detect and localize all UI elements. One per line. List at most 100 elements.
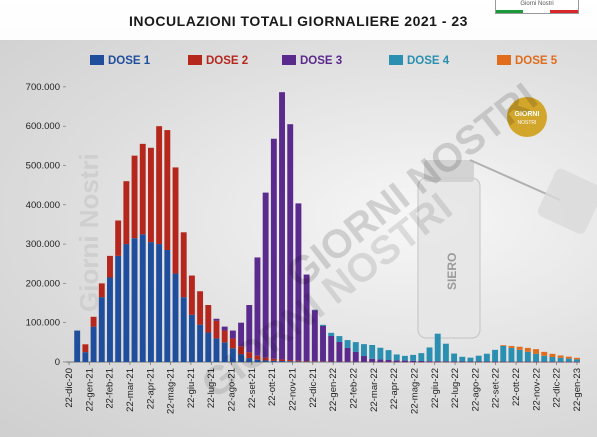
- bar-segment-dose-3: [229, 330, 236, 339]
- bar-segment-dose-2: [197, 291, 204, 325]
- bar-segment-dose-2: [188, 275, 195, 315]
- y-tick-label: 400.000: [26, 200, 60, 211]
- legend-swatch: [282, 55, 296, 65]
- bar-segment-dose-3: [434, 361, 441, 362]
- bar-segment-dose-1: [295, 361, 302, 362]
- bar-segment-dose-4: [385, 350, 392, 360]
- bar-segment-dose-1: [74, 330, 81, 362]
- bar-segment-dose-4: [336, 336, 343, 342]
- bar-segment-dose-1: [164, 249, 171, 362]
- bar-segment-dose-3: [418, 360, 425, 362]
- bar-segment-dose-4: [344, 340, 351, 348]
- bar-segment-dose-2: [164, 130, 171, 250]
- y-tick-label: 0: [55, 357, 60, 368]
- bar-segment-dose-1: [197, 324, 204, 362]
- bar-segment-dose-4: [549, 356, 556, 362]
- x-tick-label: 22-ago-22: [470, 368, 481, 411]
- legend-swatch: [90, 55, 104, 65]
- bar-segment-dose-4: [377, 347, 384, 360]
- x-tick-label: 22-mar-21: [125, 368, 136, 412]
- bar-segment-dose-4: [475, 355, 482, 362]
- bar-segment-dose-4: [426, 347, 433, 362]
- bar-segment-dose-1: [254, 359, 261, 362]
- bar-segment-dose-2: [131, 155, 138, 239]
- x-tick-label: 22-ott-21: [267, 368, 278, 406]
- bar-segment-dose-4: [369, 344, 376, 359]
- bar-segment-dose-1: [213, 338, 220, 362]
- y-tick-label: 700.000: [26, 82, 60, 93]
- bar-segment-dose-5: [541, 351, 548, 356]
- x-tick-label: 22-giu-22: [430, 368, 441, 408]
- x-tick-label: 22-gen-23: [572, 368, 583, 411]
- bar-segment-dose-3: [246, 305, 253, 353]
- legend-swatch: [497, 55, 511, 65]
- bar-segment-dose-1: [238, 354, 245, 362]
- logo-badge: [507, 97, 547, 137]
- bar-segment-dose-1: [107, 277, 113, 362]
- bar-segment-dose-1: [90, 326, 97, 363]
- x-tick-label: 22-apr-21: [145, 368, 156, 409]
- bar-segment-dose-3: [287, 124, 294, 361]
- bar-segment-dose-2: [205, 305, 212, 333]
- bar-segment-dose-1: [262, 360, 269, 362]
- bar-segment-dose-3: [377, 359, 384, 362]
- bar-segment-dose-5: [500, 345, 507, 346]
- syringe-needle: [469, 159, 561, 201]
- x-tick-label: 22-set-21: [247, 368, 258, 408]
- x-tick-label: 22-mag-21: [166, 368, 177, 414]
- x-tick-label: 22-ott-22: [511, 368, 522, 406]
- bar-segment-dose-3: [361, 355, 367, 362]
- bar-segment-dose-3: [393, 360, 400, 362]
- bar-segment-dose-2: [246, 352, 253, 359]
- bar-segment-dose-1: [279, 361, 285, 362]
- legend-label: DOSE 1: [108, 55, 151, 67]
- bar-segment-dose-1: [98, 297, 105, 362]
- bar-segment-dose-3: [238, 322, 245, 347]
- x-tick-label: 22-giu-21: [186, 368, 197, 408]
- x-tick-label: 22-feb-22: [349, 368, 360, 409]
- bar-segment-dose-4: [524, 351, 531, 362]
- x-tick-label: 22-feb-21: [105, 368, 116, 409]
- legend-swatch: [389, 55, 403, 65]
- bar-segment-dose-2: [90, 316, 97, 327]
- x-tick-label: 22-lug-21: [206, 368, 217, 408]
- x-tick-label: 22-gen-21: [84, 368, 95, 411]
- bar-segment-dose-4: [361, 344, 367, 356]
- bar-segment-dose-3: [328, 335, 335, 362]
- bar-segment-dose-3: [451, 361, 458, 362]
- x-tick-label: 22-mag-22: [409, 368, 420, 414]
- italian-flag-stripe: [496, 10, 578, 13]
- bar-segment-dose-2: [139, 143, 146, 235]
- bar-segment-dose-5: [557, 355, 564, 358]
- bar-segment-dose-1: [156, 244, 163, 362]
- bar-segment-dose-4: [442, 343, 449, 362]
- bar-segment-dose-2: [172, 167, 179, 274]
- bar-segment-dose-5: [516, 346, 523, 350]
- bar-segment-dose-2: [229, 338, 236, 349]
- bar-segment-dose-4: [328, 332, 335, 336]
- legend-label: DOSE 5: [515, 55, 558, 67]
- bar-segment-dose-4: [492, 349, 499, 362]
- bar-segment-dose-3: [336, 341, 343, 362]
- bar-segment-dose-4: [393, 354, 400, 361]
- bar-segment-dose-4: [451, 353, 458, 362]
- bar-segment-dose-3: [221, 326, 228, 331]
- bar-segment-dose-4: [516, 349, 523, 362]
- bar-segment-dose-4: [418, 353, 425, 361]
- bar-segment-dose-3: [295, 203, 302, 361]
- bar-segment-dose-3: [262, 192, 269, 358]
- bar-segment-dose-3: [254, 257, 261, 356]
- x-tick-label: 22-apr-22: [389, 368, 400, 409]
- bar-segment-dose-1: [221, 342, 228, 362]
- bar-segment-dose-3: [442, 361, 449, 362]
- y-tick-label: 300.000: [26, 239, 60, 250]
- x-tick-label: 22-dic-22: [552, 368, 563, 408]
- bar-segment-dose-5: [549, 353, 556, 357]
- y-tick-label: 600.000: [26, 121, 60, 132]
- bar-segment-dose-1: [180, 297, 187, 362]
- bar-segment-dose-2: [115, 220, 122, 256]
- bar-segment-dose-4: [574, 359, 580, 362]
- logo-badge-text: GIORNI: [515, 111, 540, 118]
